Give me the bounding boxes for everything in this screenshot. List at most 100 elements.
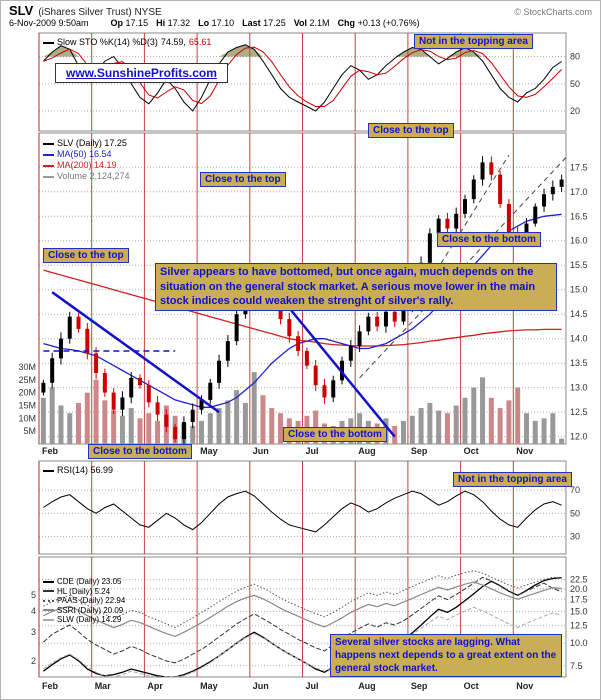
svg-text:Jul: Jul (306, 446, 319, 456)
legend-swatch-icon (43, 599, 54, 602)
svg-text:5: 5 (31, 590, 36, 600)
annotation-not-topping-sto: Not in the topping area (414, 34, 533, 49)
legend-item: SSRI (Daily) 20.09 (43, 606, 125, 616)
svg-text:17.5: 17.5 (570, 162, 588, 172)
svg-text:30M: 30M (18, 362, 36, 372)
quote-strip: Op 17.15 Hi 17.32 Lo 17.10 Last 17.25 Vol 2.… (111, 18, 428, 28)
legend-stochastic: Slow STO %K(14) %D(3) 74.59, 65.61 (43, 37, 211, 48)
svg-text:Aug: Aug (358, 681, 376, 691)
svg-text:12.5: 12.5 (570, 407, 588, 417)
svg-text:12.0: 12.0 (570, 432, 588, 442)
svg-text:Feb: Feb (42, 446, 59, 456)
svg-text:Aug: Aug (358, 446, 376, 456)
svg-text:5M: 5M (23, 426, 36, 436)
legend-swatch-icon (43, 618, 54, 621)
svg-text:30: 30 (570, 532, 580, 542)
legend-item: PAAS (Daily) 22.94 (43, 596, 125, 606)
legend-item: HL (Daily) 5.24 (43, 587, 125, 597)
legend-swatch-icon (43, 41, 54, 44)
svg-text:Jun: Jun (253, 446, 269, 456)
header-quote-row: 6-Nov-2009 9:50am Op 17.15 Hi 17.32 Lo 17.… (9, 18, 592, 28)
svg-text:Feb: Feb (42, 681, 59, 691)
watermark-link[interactable]: www.SunshineProfits.com (55, 63, 228, 83)
svg-text:13.0: 13.0 (570, 383, 588, 393)
svg-text:15.0: 15.0 (570, 606, 588, 616)
svg-text:4: 4 (31, 606, 36, 616)
svg-text:50: 50 (570, 508, 580, 518)
annotation-not-topping-rsi: Not in the topping area (453, 472, 572, 487)
svg-text:50: 50 (570, 79, 580, 89)
svg-text:12.5: 12.5 (570, 621, 588, 631)
quote-field: Chg +0.13 (+0.76%) (337, 18, 420, 28)
legend-swatch-icon (43, 142, 54, 145)
quote-field: Lo 17.10 (198, 18, 235, 28)
quote-datetime: 6-Nov-2009 9:50am (9, 18, 89, 28)
svg-text:May: May (200, 681, 218, 691)
svg-text:10.0: 10.0 (570, 638, 588, 648)
svg-text:3: 3 (31, 627, 36, 637)
svg-text:Mar: Mar (95, 681, 112, 691)
annotation-close-to-bottom-jul: Close to the bottom (283, 427, 387, 442)
legend-silver-stocks: CDE (Daily) 23.05 HL (Daily) 5.24 PAAS (Da… (43, 577, 125, 625)
rsi-series (43, 490, 562, 533)
annotation-stocks-lagging: Several silver stocks are lagging. What … (330, 634, 562, 677)
legend-item: CDE (Daily) 23.05 (43, 577, 125, 587)
header-title-row: SLV (iShares Silver Trust) NYSE © StockC… (9, 3, 592, 18)
legend-item: MA(50) 16.54 (43, 149, 130, 160)
svg-text:80: 80 (570, 52, 580, 62)
svg-text:Jun: Jun (253, 681, 269, 691)
svg-text:20M: 20M (18, 388, 36, 398)
legend-swatch-icon (43, 175, 54, 178)
legend-item: RSI(14) 56.99 (43, 465, 113, 476)
svg-text:May: May (200, 446, 218, 456)
svg-text:20: 20 (570, 106, 580, 116)
svg-text:7.5: 7.5 (570, 661, 583, 671)
legend-rsi: RSI(14) 56.99 (43, 465, 113, 476)
svg-text:Apr: Apr (147, 681, 163, 691)
legend-item: Volume 2,124,274 (43, 171, 130, 182)
legend-swatch-icon (43, 469, 54, 472)
annotation-close-to-top-jun: Close to the top (200, 172, 286, 187)
quote-field: Hi 17.32 (156, 18, 191, 28)
legend-item: SLV (Daily) 17.25 (43, 138, 130, 149)
svg-text:Oct: Oct (464, 446, 479, 456)
svg-text:25M: 25M (18, 375, 36, 385)
svg-text:16.0: 16.0 (570, 236, 588, 246)
svg-text:15.0: 15.0 (570, 285, 588, 295)
legend-swatch-icon (43, 580, 54, 583)
annotation-close-to-top-feb: Close to the top (43, 248, 129, 263)
svg-text:20.0: 20.0 (570, 584, 588, 594)
quote-field: Vol 2.1M (293, 18, 330, 28)
legend-swatch-icon (43, 590, 54, 593)
svg-text:Sep: Sep (411, 446, 428, 456)
svg-text:15.5: 15.5 (570, 260, 588, 270)
svg-text:15M: 15M (18, 400, 36, 410)
legend-price: SLV (Daily) 17.25 MA(50) 16.54 MA(200) 14.… (43, 138, 130, 182)
svg-text:Nov: Nov (516, 446, 533, 456)
legend-item: Slow STO %K(14) %D(3) 74.59, 65.61 (43, 37, 211, 48)
svg-text:2: 2 (31, 656, 36, 666)
copyright: © StockCharts.com (514, 7, 592, 17)
svg-text:14.0: 14.0 (570, 334, 588, 344)
svg-text:14.5: 14.5 (570, 309, 588, 319)
legend-swatch-icon (43, 153, 54, 156)
quote-field: Op 17.15 (110, 18, 149, 28)
silver-stocks-series (43, 570, 562, 677)
svg-text:13.5: 13.5 (570, 358, 588, 368)
svg-text:10M: 10M (18, 413, 36, 423)
svg-text:16.5: 16.5 (570, 211, 588, 221)
svg-text:22.5: 22.5 (570, 575, 588, 585)
svg-text:Oct: Oct (464, 681, 479, 691)
annotation-close-to-top-oct: Close to the top (368, 123, 454, 138)
ticker-symbol: SLV (9, 3, 34, 18)
svg-text:70: 70 (570, 485, 580, 495)
svg-text:17.5: 17.5 (570, 594, 588, 604)
annotation-commentary: Silver appears to have bottomed, but onc… (155, 263, 557, 311)
svg-text:17.0: 17.0 (570, 187, 588, 197)
legend-swatch-icon (43, 609, 54, 612)
legend-item: SLW (Daily) 14.29 (43, 615, 125, 625)
quote-field: Last 17.25 (242, 18, 286, 28)
annotation-close-to-bottom-mar: Close to the bottom (88, 444, 192, 459)
svg-text:Nov: Nov (516, 681, 533, 691)
